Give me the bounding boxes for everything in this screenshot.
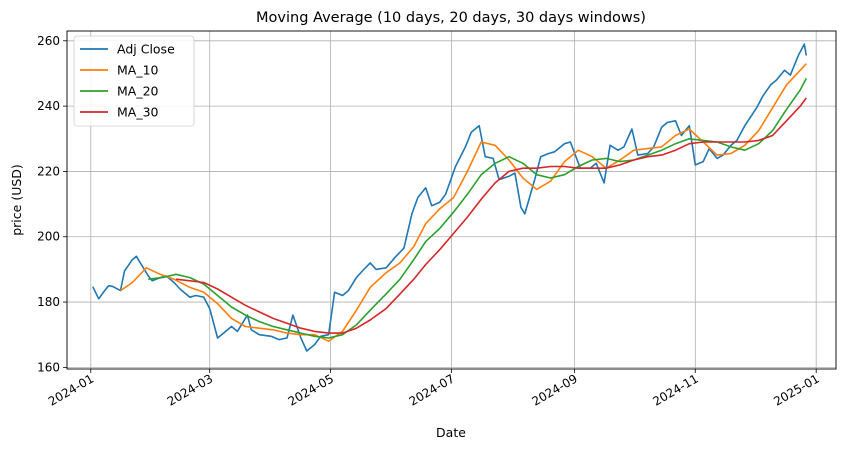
y-axis: 160 180 200 220 240 260: [37, 34, 67, 374]
x-axis: 2024-01 2024-03 2024-05 2024-07 2024-09 2024-…: [46, 369, 822, 409]
y-axis-label: price (USD): [9, 164, 24, 236]
x-tick-label: 2024-05: [286, 371, 336, 408]
legend-label: MA_30: [117, 105, 159, 120]
series-line-adj-close: [92, 43, 808, 352]
y-tick-label: 220: [37, 164, 60, 178]
series-line-ma-10: [120, 63, 807, 342]
x-tick-label: 2024-03: [165, 371, 215, 408]
x-tick-label: 2024-07: [407, 371, 457, 408]
legend-label: MA_20: [117, 84, 159, 99]
y-tick-label: 260: [37, 34, 60, 48]
series-lines: [92, 43, 808, 352]
y-tick-label: 200: [37, 230, 60, 244]
x-tick-label: 2024-09: [529, 371, 579, 408]
x-tick-label: 2025-01: [771, 371, 821, 408]
x-axis-label: Date: [436, 425, 466, 440]
y-tick-label: 240: [37, 99, 60, 113]
series-line-ma-20: [148, 78, 808, 339]
x-tick-label: 2024-01: [46, 371, 96, 408]
x-tick-label: 2024-11: [650, 371, 700, 408]
grid-lines: [67, 31, 836, 369]
legend-label: MA_10: [117, 63, 159, 78]
legend-label: Adj Close: [117, 42, 175, 57]
legend-box: [73, 35, 195, 127]
series-line-ma-30: [175, 97, 807, 334]
chart-title: Moving Average (10 days, 20 days, 30 day…: [256, 10, 646, 26]
legend: Adj Close MA_10 MA_20 MA_30: [73, 35, 195, 127]
y-tick-label: 180: [37, 295, 60, 309]
y-tick-label: 160: [37, 360, 60, 374]
